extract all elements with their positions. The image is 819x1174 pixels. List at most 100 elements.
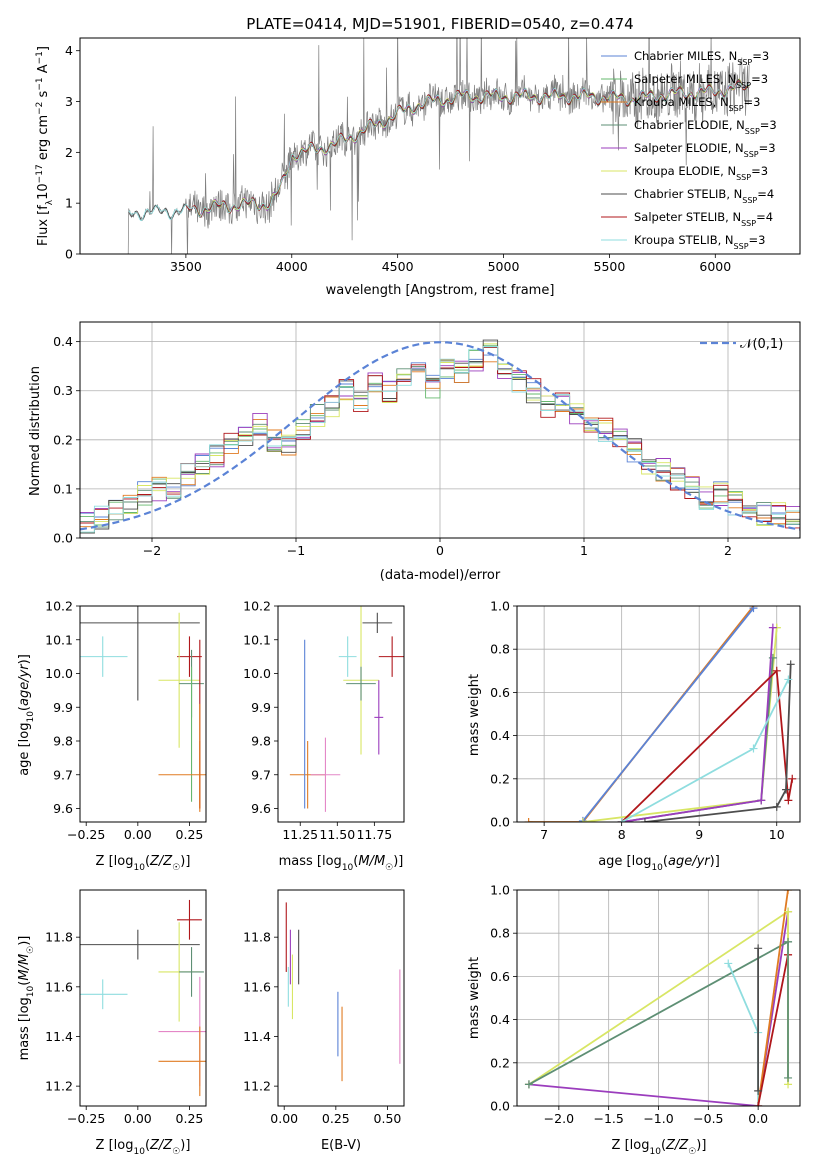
x-tick-label: −0.25 — [67, 1111, 105, 1126]
legend-label: Chabrier STELIB, NSSP=4 — [634, 187, 774, 205]
weight-line-salpeter-stelib — [621, 668, 794, 822]
legend-label: Salpeter ELODIE, NSSP=3 — [634, 141, 776, 159]
spectrum-data-line — [122, 38, 750, 254]
x-tick-label: 1 — [580, 543, 588, 558]
x-tick-label: 0.0 — [748, 1111, 768, 1126]
y-tick-label: 11.2 — [45, 1079, 73, 1094]
legend-label: Chabrier MILES, NSSP=3 — [634, 49, 769, 67]
x-tick-label: 0.00 — [270, 1111, 298, 1126]
y-tick-label: 0.3 — [53, 383, 73, 398]
z-mass-ylabel: mass [log10(M/M☉)] — [17, 936, 36, 1061]
y-tick-label: 11.6 — [243, 979, 271, 994]
weight-marker — [784, 907, 793, 916]
plot-area — [80, 899, 206, 1097]
spectrum-title: PLATE=0414, MJD=51901, FIBERID=0540, z=0… — [246, 15, 633, 33]
weight-line-kroupa-miles — [528, 606, 755, 822]
weight-marker — [724, 959, 733, 968]
y-tick-label: 0.8 — [490, 642, 510, 657]
histogram-xlabel: (data-model)/error — [380, 568, 501, 583]
weight-line-chabrier-miles — [582, 607, 755, 822]
x-tick-label: 7 — [540, 827, 548, 842]
z-mass-xlabel: Z [log10(Z/Z☉)] — [96, 1138, 191, 1157]
x-tick-label: −1.0 — [643, 1111, 673, 1126]
plot-area — [289, 606, 404, 812]
y-tick-label: 0.0 — [490, 1099, 510, 1114]
legend-label: Salpeter MILES, NSSP=3 — [634, 72, 768, 90]
massweight-age-ylabel: mass weight — [467, 674, 482, 756]
x-tick-label: 11.75 — [356, 827, 392, 842]
x-tick-label: −1 — [287, 543, 305, 558]
weight-line-chabrier-stelib — [644, 664, 792, 822]
y-tick-label: 0 — [65, 247, 73, 262]
weight-marker — [578, 818, 587, 822]
y-tick-label: 0.4 — [490, 1012, 510, 1027]
weight-marker — [754, 944, 763, 953]
legend-label: Kroupa MILES, NSSP=3 — [634, 95, 760, 113]
massweight-z-panel: −2.0 −1.5 −1.0 −0.5 0.0 0.0 0.2 0.4 0.6 0.8 1.0 Z … — [467, 883, 801, 1157]
weight-marker — [786, 660, 795, 669]
spectrum-legend: Chabrier MILES, NSSP=3 Salpeter MILES, NS… — [601, 49, 777, 251]
weight-marker — [640, 818, 649, 822]
residual-histogram-panel: −2 −1 0 1 2 0.0 0.1 0.2 0.3 0.4 𝒩(0,1) (data-model… — [28, 321, 801, 583]
axes-frame — [516, 605, 801, 823]
z-mass-panel: −0.25 0.00 0.25 11.2 11.4 11.6 11.8 Z [log10(Z… — [17, 889, 207, 1157]
axes-frame — [79, 605, 207, 823]
axes-frame — [79, 37, 801, 255]
weight-line-kroupa-elodie — [528, 910, 789, 1086]
spectrum-ylabel: Flux [fλ10−17 erg cm−2 s−1 A−1] — [35, 46, 55, 246]
x-tick-label: 0.25 — [176, 827, 204, 842]
z-age-ylabel: age [log10(age/yr)] — [17, 654, 36, 776]
weight-marker — [772, 802, 781, 811]
weight-marker — [784, 796, 793, 805]
plot-area — [80, 339, 800, 538]
y-tick-label: 3 — [65, 94, 73, 109]
weight-marker — [784, 1073, 793, 1082]
weight-marker — [617, 818, 626, 822]
y-tick-label: 9.8 — [251, 734, 271, 749]
x-tick-label: −0.25 — [67, 827, 105, 842]
y-tick-label: 0.2 — [490, 771, 510, 786]
x-tick-label: 11.25 — [282, 827, 318, 842]
weight-marker — [749, 744, 758, 753]
y-tick-label: 0.8 — [490, 926, 510, 941]
x-tick-label: −2.0 — [544, 1111, 574, 1126]
axes-frame — [79, 889, 207, 1107]
spectrum-panel: PLATE=0414, MJD=51901, FIBERID=0540, z=0… — [35, 15, 801, 298]
y-tick-label: 1.0 — [490, 599, 510, 614]
mass-age-panel: 11.25 11.50 11.759.69.79.89.910.010.110.2 … — [243, 599, 405, 873]
legend-label: Kroupa ELODIE, NSSP=3 — [634, 164, 768, 182]
spectrum-xlabel: wavelength [Angstrom, rest frame] — [326, 283, 555, 298]
y-tick-label: 0.4 — [490, 728, 510, 743]
x-tick-label: 9 — [695, 827, 703, 842]
plot-area — [285, 902, 401, 1082]
y-tick-label: 9.6 — [251, 801, 271, 816]
y-tick-label: 10.2 — [45, 599, 73, 614]
y-tick-label: 0.6 — [490, 969, 510, 984]
axes-frame — [277, 605, 405, 823]
y-tick-label: 9.8 — [53, 734, 73, 749]
weight-line-salpeter-elodie — [528, 911, 789, 1106]
weight-line-salpeter-elodie — [621, 627, 774, 822]
weight-marker — [754, 1102, 763, 1106]
y-tick-label: 2 — [65, 145, 73, 160]
weight-marker — [749, 606, 758, 613]
mass-age-xlabel: mass [log10(M/M☉)] — [279, 854, 404, 873]
weight-marker — [784, 890, 793, 894]
y-tick-label: 11.4 — [243, 1029, 271, 1044]
y-tick-label: 9.9 — [251, 700, 271, 715]
y-tick-label: 11.6 — [45, 979, 73, 994]
legend-label: Chabrier ELODIE, NSSP=3 — [634, 118, 777, 136]
y-tick-label: 0.4 — [53, 334, 73, 349]
plot-area — [524, 890, 793, 1106]
x-tick-label: −0.5 — [693, 1111, 723, 1126]
weight-line-salpeter-stelib — [757, 954, 789, 1106]
y-tick-label: 10.2 — [243, 599, 271, 614]
weight-marker — [768, 623, 777, 632]
weight-marker — [788, 774, 797, 783]
plot-area — [80, 606, 206, 812]
x-tick-label: 0.50 — [374, 1111, 402, 1126]
massweight-age-panel: 7 8 9 10 0.0 0.2 0.4 0.6 0.8 1.0 age [log10(age/y… — [467, 599, 801, 873]
histogram-ylabel: Normed distribution — [28, 366, 43, 496]
weight-marker — [757, 796, 766, 805]
x-tick-label: 11.50 — [319, 827, 355, 842]
